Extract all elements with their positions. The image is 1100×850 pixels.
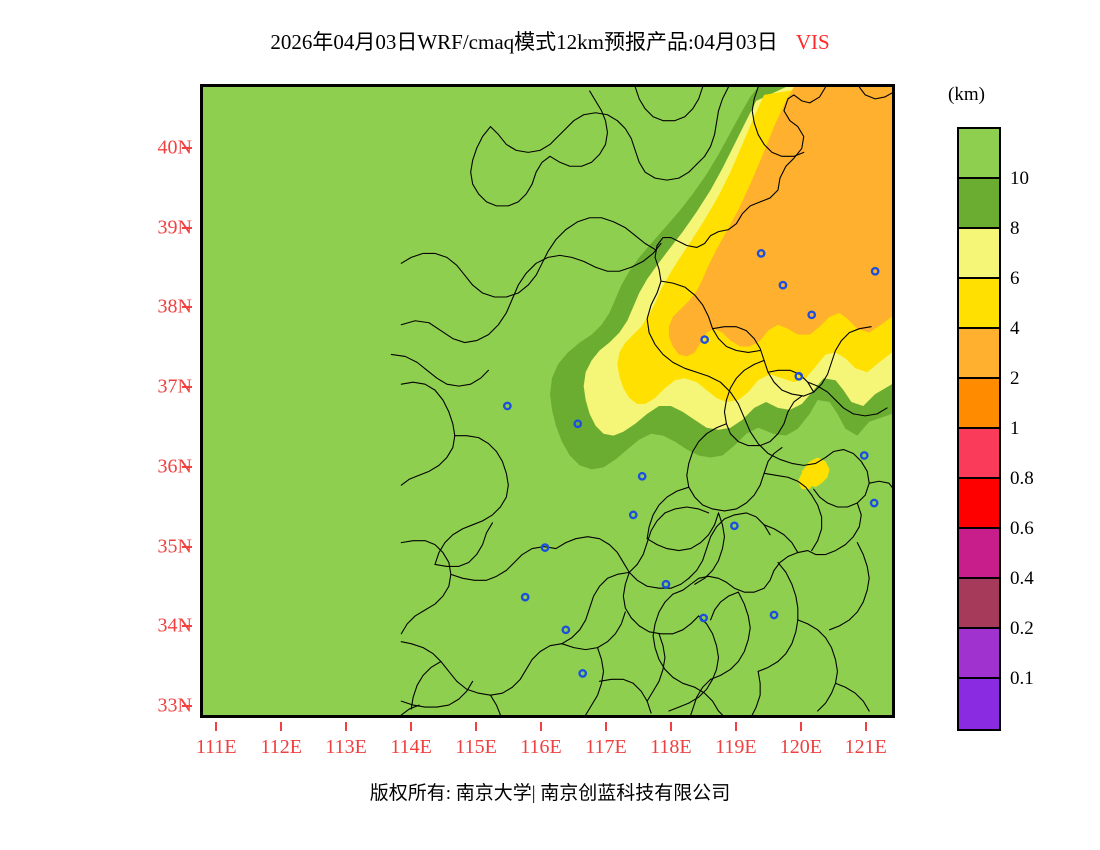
x-axis-tick-mark: [669, 722, 672, 731]
station-marker: [661, 579, 671, 589]
x-axis-tick-label: 118E: [650, 736, 692, 758]
station-marker: [573, 419, 583, 429]
colorbar-tick-label: 0.6: [1010, 518, 1034, 539]
visibility-contour-map: [390, 87, 892, 715]
colorbar-tick-label: 0.8: [1010, 468, 1034, 489]
x-axis-tick-mark: [280, 722, 283, 731]
station-marker: [769, 610, 779, 620]
x-axis-tick-label: 112E: [260, 736, 302, 758]
station-marker: [700, 335, 709, 344]
x-axis: 111E 112E 113E 114E 115E 116E 117E 118E 119E 120E…: [196, 722, 895, 762]
station-marker: [637, 471, 647, 481]
x-axis-tick-label: 114E: [390, 736, 432, 758]
x-axis-tick-mark: [410, 722, 413, 731]
copyright-footer: 版权所有: 南京大学| 南京创蓝科技有限公司: [369, 783, 731, 804]
colorbar-bands: [957, 127, 1001, 731]
y-axis-tick-mark: [182, 386, 192, 389]
y-axis-tick-mark: [182, 625, 192, 628]
x-axis-tick-mark: [475, 722, 478, 731]
x-axis-tick-mark: [215, 722, 218, 731]
colorbar-band: [959, 129, 999, 179]
y-axis-tick-label: 37N: [157, 375, 192, 398]
y-axis: 40N 39N 38N 37N 36N 35N 34N 33N: [120, 84, 192, 718]
y-axis-tick-label: 35N: [157, 535, 192, 558]
colorbar-band: [959, 179, 999, 229]
station-marker: [699, 613, 709, 623]
page-title: 2026年04月03日WRF/cmaq模式12km预报产品:04月03日 VIS: [0, 26, 1100, 56]
colorbar-band: [959, 579, 999, 629]
x-axis-tick-label: 111E: [195, 736, 237, 758]
y-axis-tick-mark: [182, 146, 192, 149]
y-axis-tick-label: 39N: [157, 216, 192, 239]
colorbar: (km) 10 8 6 4 2 1 0.8 0.6 0.4 0.2 0.1: [930, 84, 1100, 744]
title-variable: VIS: [795, 30, 830, 54]
station-marker: [540, 543, 550, 552]
colorbar-band: [959, 229, 999, 279]
colorbar-band: [959, 379, 999, 429]
colorbar-tick-label: 0.4: [1010, 568, 1034, 589]
colorbar-tick-label: 6: [1010, 268, 1020, 289]
colorbar-band: [959, 279, 999, 329]
y-axis-tick-mark: [182, 705, 192, 708]
x-axis-tick-label: 121E: [844, 736, 887, 758]
x-axis-tick-mark: [734, 722, 737, 731]
title-main: 2026年04月03日WRF/cmaq模式12km预报产品:04月03日: [270, 30, 778, 54]
colorbar-tick-label: 10: [1010, 168, 1029, 189]
colorbar-tick-label: 2: [1010, 368, 1020, 389]
colorbar-band: [959, 529, 999, 579]
map-plot-area[interactable]: [200, 84, 895, 718]
station-marker: [561, 625, 571, 635]
x-axis-tick-label: 115E: [455, 736, 497, 758]
colorbar-band: [959, 679, 999, 729]
station-marker: [870, 266, 880, 276]
station-marker: [859, 451, 869, 460]
colorbar-band: [959, 629, 999, 679]
x-axis-tick-label: 119E: [715, 736, 757, 758]
y-axis-tick-mark: [182, 226, 192, 229]
station-marker: [807, 310, 817, 320]
x-axis-tick-label: 116E: [520, 736, 562, 758]
contour-fill-layer: [549, 87, 892, 470]
station-marker: [730, 521, 739, 531]
x-axis-tick-mark: [864, 722, 867, 731]
station-marker: [794, 371, 804, 381]
station-marker: [756, 249, 766, 258]
station-marker: [778, 280, 788, 290]
colorbar-tick-label: 0.1: [1010, 668, 1034, 689]
station-markers: [502, 249, 880, 678]
colorbar-band: [959, 329, 999, 379]
x-axis-tick-mark: [345, 722, 348, 731]
x-axis-tick-mark: [540, 722, 542, 731]
colorbar-unit-label: (km): [948, 84, 985, 105]
x-axis-tick-mark: [604, 722, 607, 731]
station-marker: [502, 401, 512, 411]
x-axis-tick-mark: [799, 722, 802, 731]
colorbar-tick-label: 4: [1010, 318, 1020, 339]
station-marker: [628, 510, 638, 520]
colorbar-band: [959, 479, 999, 529]
y-axis-tick-label: 36N: [157, 455, 192, 478]
y-axis-tick-label: 34N: [157, 614, 192, 637]
colorbar-tick-label: 0.2: [1010, 618, 1034, 639]
y-axis-tick-label: 33N: [157, 694, 192, 717]
y-axis-tick-mark: [182, 306, 192, 309]
colorbar-band: [959, 429, 999, 479]
y-axis-tick-mark: [182, 545, 192, 548]
contour-band-2-4: [668, 87, 892, 357]
colorbar-tick-label: 1: [1010, 418, 1020, 439]
y-axis-tick-label: 38N: [157, 295, 192, 318]
x-axis-tick-label: 120E: [779, 736, 822, 758]
x-axis-tick-label: 113E: [325, 736, 367, 758]
y-axis-tick-label: 40N: [157, 136, 192, 159]
colorbar-tick-label: 8: [1010, 218, 1020, 239]
station-marker: [520, 592, 530, 602]
station-marker: [578, 669, 588, 678]
x-axis-tick-label: 117E: [585, 736, 627, 758]
y-axis-tick-mark: [182, 465, 192, 468]
station-marker: [869, 498, 879, 508]
